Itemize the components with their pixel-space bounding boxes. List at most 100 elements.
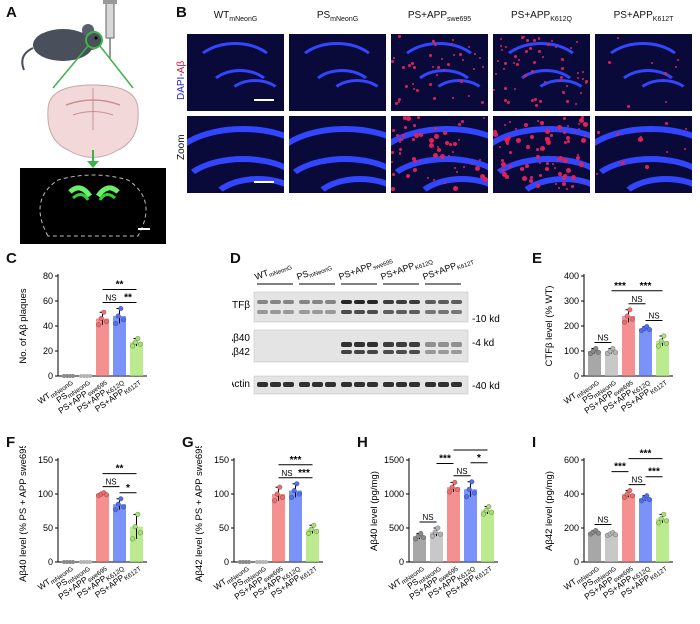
plaque-dot bbox=[566, 85, 568, 87]
plaque-dot bbox=[577, 72, 579, 74]
y-tick-label: 400 bbox=[564, 489, 579, 499]
data-point bbox=[595, 530, 601, 536]
plaque-dot bbox=[579, 118, 584, 123]
plaque-dot bbox=[539, 174, 542, 177]
data-point bbox=[486, 504, 492, 510]
actin-band bbox=[312, 382, 323, 387]
data-point bbox=[420, 535, 426, 540]
plaque-dot bbox=[437, 148, 441, 152]
data-point bbox=[137, 341, 143, 347]
plaque-dot bbox=[402, 66, 405, 69]
plaque-dot bbox=[675, 66, 677, 68]
plaque-dot bbox=[462, 59, 464, 61]
plaque-dot bbox=[427, 177, 429, 179]
plaque-dot bbox=[552, 163, 554, 165]
ctf-band bbox=[299, 300, 310, 304]
data-point bbox=[241, 560, 245, 564]
plaque-dot bbox=[535, 104, 538, 107]
actin-band bbox=[270, 382, 281, 387]
plaque-dot bbox=[522, 176, 527, 181]
plaque-dot bbox=[392, 129, 395, 132]
plaque-dot bbox=[576, 41, 578, 43]
plaque-dot bbox=[554, 167, 556, 169]
hippocampus-layer bbox=[187, 156, 284, 193]
bar bbox=[639, 328, 652, 376]
actin-band bbox=[257, 382, 268, 387]
y-tick-label: 80 bbox=[43, 271, 53, 281]
plaque-dot bbox=[540, 121, 544, 125]
significance-label: *** bbox=[290, 455, 302, 466]
plaque-dot bbox=[501, 159, 504, 162]
data-point bbox=[135, 336, 141, 341]
y-tick-label: 1500 bbox=[384, 455, 404, 465]
panel-b-header: PS+APPK612Q bbox=[493, 10, 590, 23]
data-point bbox=[120, 317, 126, 323]
plaque-dot bbox=[440, 154, 445, 159]
bar bbox=[481, 510, 494, 562]
data-point bbox=[454, 487, 460, 493]
plaque-dot bbox=[449, 143, 452, 146]
ctf-band bbox=[396, 300, 407, 304]
plaque-dot bbox=[585, 82, 587, 84]
plaque-dot bbox=[391, 151, 394, 154]
plaque-dot bbox=[453, 142, 457, 146]
y-tick-label: 50 bbox=[219, 523, 229, 533]
plaque-dot bbox=[514, 88, 516, 90]
data-point bbox=[430, 533, 436, 539]
y-axis-label: CTFβ level (% WT) bbox=[544, 286, 555, 367]
data-point bbox=[646, 327, 652, 332]
significance-label: ** bbox=[116, 280, 124, 291]
data-point bbox=[135, 511, 141, 517]
ctf-band bbox=[438, 310, 449, 314]
plaque-dot bbox=[444, 182, 446, 184]
hippocampus-layer bbox=[615, 69, 681, 111]
plaque-dot bbox=[493, 89, 495, 91]
plaque-dot bbox=[474, 53, 476, 55]
data-point bbox=[656, 520, 662, 526]
syringe-icon bbox=[103, 0, 117, 58]
plaque-dot bbox=[529, 47, 532, 50]
data-point bbox=[65, 374, 69, 378]
data-point bbox=[85, 374, 89, 378]
ctf-band bbox=[409, 300, 420, 304]
plaque-dot bbox=[433, 97, 436, 100]
significance-label: *** bbox=[640, 281, 652, 292]
plaque-dot bbox=[391, 161, 393, 163]
group-name: WT bbox=[213, 10, 230, 21]
plaque-dot bbox=[452, 151, 454, 153]
plaque-dot bbox=[433, 153, 438, 158]
micrograph bbox=[595, 116, 692, 193]
plaque-dot bbox=[434, 127, 437, 130]
hippocampus-layer bbox=[493, 156, 590, 193]
plaque-dot bbox=[395, 102, 398, 105]
plaque-dot bbox=[414, 160, 417, 163]
plaque-dot bbox=[567, 125, 569, 127]
plaque-dot bbox=[505, 46, 507, 48]
hippocampus-layer bbox=[615, 176, 692, 193]
plaque-dot bbox=[651, 62, 653, 64]
abeta42-band bbox=[341, 350, 352, 354]
plaque-dot bbox=[547, 43, 550, 46]
micrograph bbox=[289, 116, 386, 193]
plaque-dot bbox=[550, 134, 553, 137]
bar bbox=[656, 341, 669, 376]
row-label-zoom: Zoom bbox=[176, 134, 187, 160]
plaque-dot bbox=[412, 138, 415, 141]
plaque-dot bbox=[429, 138, 434, 143]
ctf-band bbox=[270, 300, 281, 304]
abeta42-band bbox=[425, 350, 436, 354]
hippocampus-layer bbox=[493, 126, 590, 193]
plaque-dot bbox=[580, 92, 582, 94]
plaque-dot bbox=[518, 59, 520, 61]
ctf-band bbox=[367, 310, 378, 314]
actin-band bbox=[425, 382, 436, 387]
data-point bbox=[277, 484, 283, 490]
micrograph bbox=[187, 34, 284, 111]
plaque-dot bbox=[504, 99, 507, 102]
hippocampus-layer bbox=[411, 176, 488, 193]
data-point bbox=[593, 346, 599, 351]
plaque-dot bbox=[499, 146, 501, 148]
y-axis-label: Aβ42 level (pg/mg) bbox=[544, 471, 555, 551]
micrograph bbox=[493, 34, 590, 111]
data-point bbox=[488, 509, 494, 515]
